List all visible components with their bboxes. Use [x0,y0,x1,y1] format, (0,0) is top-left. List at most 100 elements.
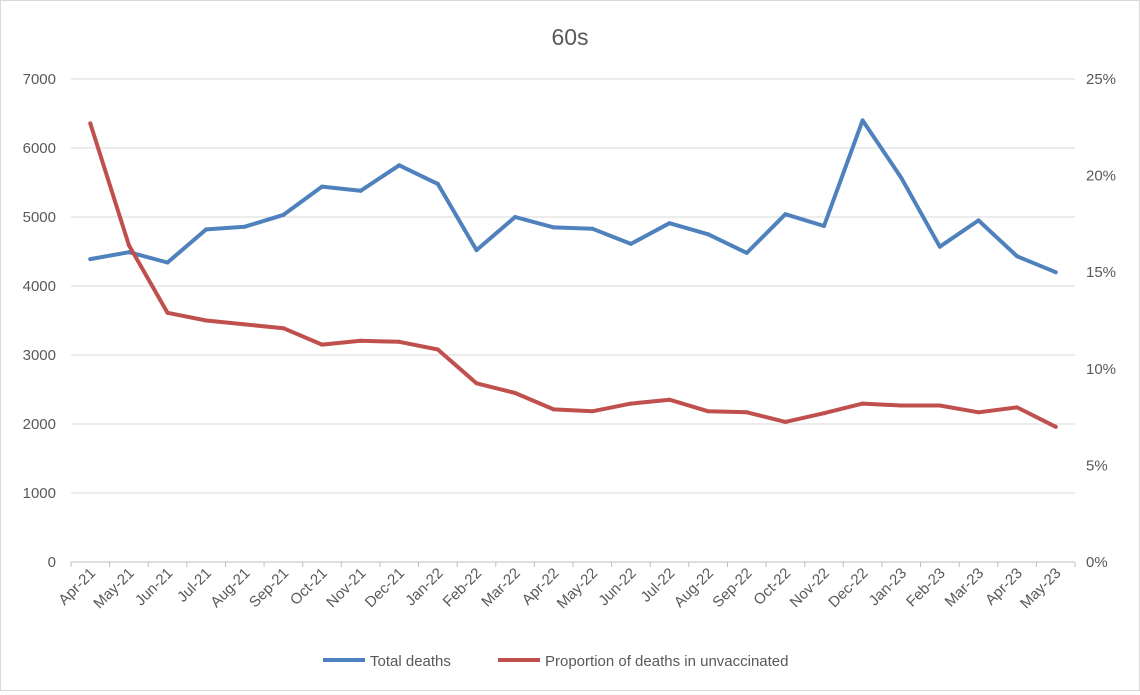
data-point-total-deaths [88,257,93,262]
data-point-total-deaths [976,218,981,223]
data-point-total-deaths [435,181,440,186]
data-point-total-deaths [126,250,131,255]
series-lines [88,118,1058,429]
data-point-total-deaths [822,224,826,228]
left-tick-label: 6000 [23,140,56,157]
data-point-proportion-of-deaths-in-unvaccinated [126,243,131,248]
x-tick-label: Mar-23 [942,565,988,611]
x-tick-label: May-23 [1017,565,1064,612]
data-point-proportion-of-deaths-in-unvaccinated [320,342,324,347]
data-point-proportion-of-deaths-in-unvaccinated [706,409,711,414]
data-point-proportion-of-deaths-in-unvaccinated [397,339,402,344]
x-tick-label: Mar-22 [478,565,524,611]
legend-label-total-deaths: Total deaths [370,653,451,670]
data-point-total-deaths [937,244,942,249]
data-point-total-deaths [165,260,170,265]
data-point-total-deaths [1053,270,1058,275]
x-tick-label: Nov-21 [323,565,369,611]
data-point-total-deaths [783,212,788,217]
gridlines [71,78,1075,563]
data-point-total-deaths [744,250,749,255]
data-point-total-deaths [397,163,402,168]
data-point-proportion-of-deaths-in-unvaccinated [358,338,363,343]
legend: Total deaths Proportion of deaths in unv… [323,653,789,670]
x-tick-label: Oct-22 [750,565,794,609]
x-axis: Apr-21May-21Jun-21Jul-21Aug-21Sep-21Oct-… [55,562,1076,612]
x-tick-label: Aug-21 [207,565,253,611]
data-point-proportion-of-deaths-in-unvaccinated [783,419,788,424]
right-tick-label: 25% [1086,71,1116,88]
x-tick-label: Jun-21 [132,565,176,609]
x-tick-label: Oct-21 [287,565,331,609]
left-tick-label: 4000 [23,278,56,295]
data-point-proportion-of-deaths-in-unvaccinated [590,409,595,414]
data-point-proportion-of-deaths-in-unvaccinated [860,401,865,406]
left-y-axis: 0 1000 2000 3000 4000 5000 6000 7000 [23,71,56,571]
x-tick-label: Feb-23 [903,565,949,611]
right-tick-label: 10% [1086,361,1116,378]
data-point-total-deaths [860,118,865,123]
data-point-total-deaths [358,188,363,193]
x-tick-label: Jan-22 [402,565,446,609]
data-point-proportion-of-deaths-in-unvaccinated [513,391,518,395]
right-tick-label: 20% [1086,168,1116,185]
right-y-axis: 0% 5% 10% 15% 20% 25% [1086,71,1116,571]
left-tick-label: 2000 [23,416,56,433]
data-point-total-deaths [706,232,711,237]
data-point-total-deaths [590,226,595,231]
data-point-proportion-of-deaths-in-unvaccinated [88,121,93,126]
data-point-total-deaths [628,241,633,246]
data-point-total-deaths [899,175,904,180]
data-point-proportion-of-deaths-in-unvaccinated [1015,405,1020,410]
data-point-proportion-of-deaths-in-unvaccinated [1053,424,1058,429]
data-point-proportion-of-deaths-in-unvaccinated [899,403,904,408]
data-point-proportion-of-deaths-in-unvaccinated [744,410,749,415]
data-point-proportion-of-deaths-in-unvaccinated [204,318,209,323]
data-point-total-deaths [320,184,324,189]
data-point-proportion-of-deaths-in-unvaccinated [435,347,440,352]
x-tick-label: Nov-22 [787,565,833,611]
x-tick-label: Jan-23 [866,565,910,609]
data-point-total-deaths [513,215,518,219]
x-tick-label: Dec-21 [362,565,408,611]
data-point-proportion-of-deaths-in-unvaccinated [937,403,942,408]
x-tick-label: Feb-22 [440,565,486,611]
right-tick-label: 15% [1086,264,1116,281]
data-point-total-deaths [474,248,479,253]
x-tick-label: Dec-22 [825,565,871,611]
data-point-total-deaths [551,225,556,230]
x-tick-label: Aug-22 [671,565,717,611]
x-tick-label: Jun-22 [595,565,639,609]
x-tick-label: May-22 [554,565,601,612]
data-point-proportion-of-deaths-in-unvaccinated [474,381,479,386]
series-line-proportion-of-deaths-in-unvaccinated [88,121,1058,429]
x-tick-label: Sep-22 [709,565,755,611]
data-point-total-deaths [667,221,672,226]
data-point-total-deaths [204,227,209,232]
right-tick-label: 0% [1086,554,1108,571]
data-point-proportion-of-deaths-in-unvaccinated [281,326,286,331]
data-point-proportion-of-deaths-in-unvaccinated [165,310,170,315]
data-point-proportion-of-deaths-in-unvaccinated [551,407,556,412]
left-tick-label: 3000 [23,347,56,364]
data-point-proportion-of-deaths-in-unvaccinated [667,397,672,402]
left-tick-label: 1000 [23,485,56,502]
left-tick-label: 0 [48,554,56,571]
left-tick-label: 5000 [23,209,56,226]
x-tick-label: Sep-21 [246,565,292,611]
right-tick-label: 5% [1086,457,1108,474]
data-point-proportion-of-deaths-in-unvaccinated [628,401,633,406]
chart-title: 60s [551,24,588,50]
x-tick-label: May-21 [90,565,137,612]
data-point-proportion-of-deaths-in-unvaccinated [242,322,247,327]
data-point-proportion-of-deaths-in-unvaccinated [822,411,826,416]
data-point-total-deaths [1015,254,1020,259]
legend-label-proportion-unvaccinated: Proportion of deaths in unvaccinated [545,653,789,670]
data-point-total-deaths [281,212,286,217]
left-tick-label: 7000 [23,71,56,88]
series-line-total-deaths [88,118,1058,275]
data-point-total-deaths [242,224,247,229]
data-point-proportion-of-deaths-in-unvaccinated [976,410,981,415]
